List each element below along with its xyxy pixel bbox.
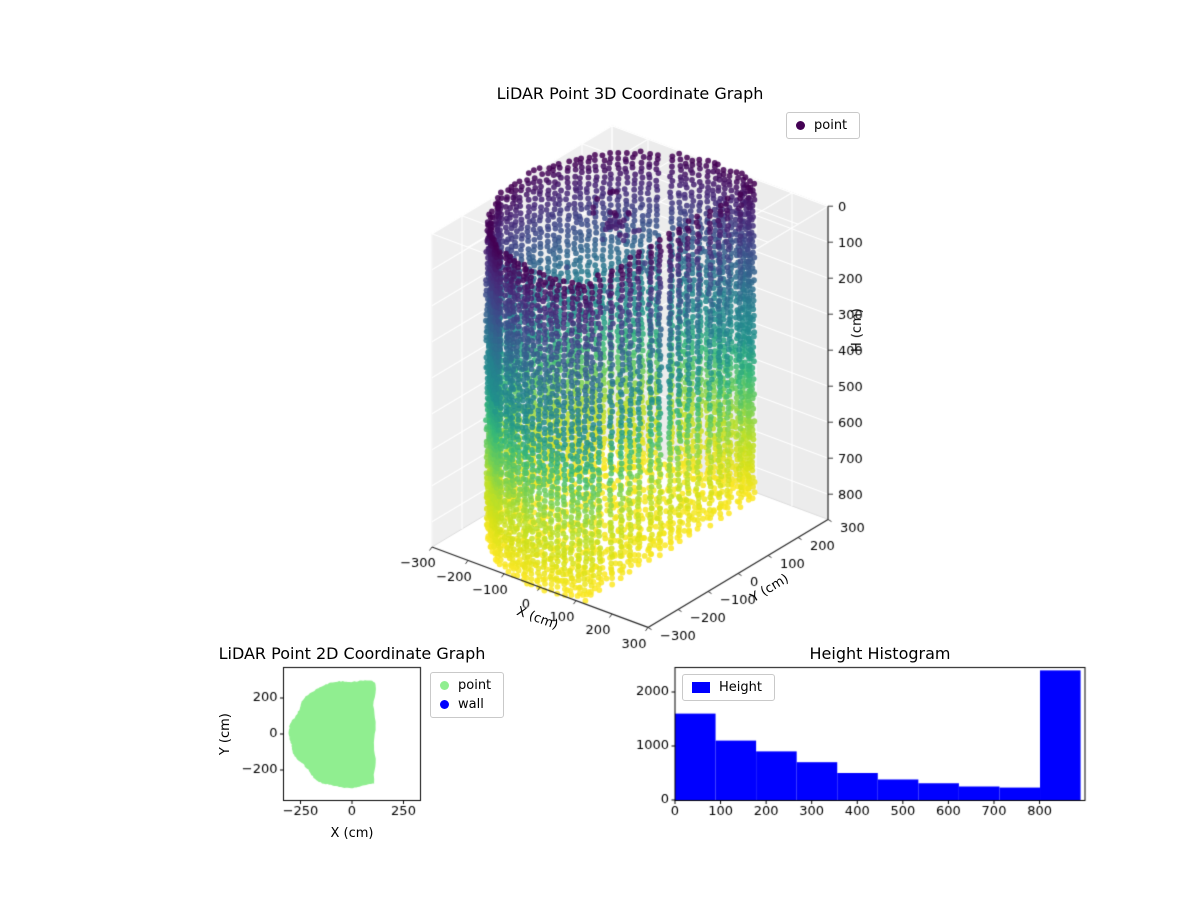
point-marker-icon — [440, 681, 449, 690]
legend-item-height: Height — [692, 680, 762, 695]
wall-marker-icon — [440, 700, 449, 709]
legend-label: Height — [719, 680, 762, 695]
point-marker-icon — [796, 121, 805, 130]
legend-item-wall: wall — [440, 697, 491, 712]
legend-label: wall — [458, 697, 484, 712]
plot2d-title: LiDAR Point 2D Coordinate Graph — [218, 644, 486, 663]
plot2d-ylabel: Y (cm) — [217, 713, 233, 756]
histogram-title: Height Histogram — [809, 644, 951, 663]
plot3d-zlabel: H (cm) — [849, 308, 865, 353]
legend-label: point — [458, 678, 492, 693]
plot3d-legend: point — [786, 112, 861, 139]
plot2d-legend: point wall — [430, 672, 505, 718]
legend-item-point: point — [796, 118, 847, 133]
legend-label: point — [814, 118, 848, 133]
legend-item-point: point — [440, 678, 491, 693]
height-swatch-icon — [692, 682, 710, 693]
plot3d-title: LiDAR Point 3D Coordinate Graph — [496, 84, 764, 103]
plot2d-xlabel: X (cm) — [330, 826, 374, 841]
histogram-legend: Height — [682, 674, 775, 701]
